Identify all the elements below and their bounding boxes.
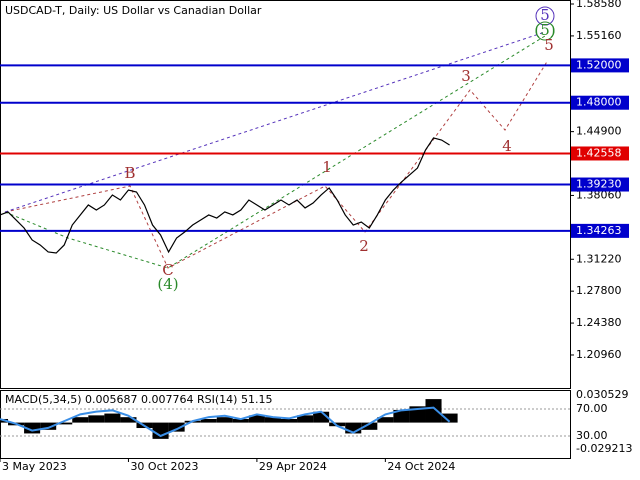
y-tick-label: 1.55160 <box>576 29 622 42</box>
macd-bar <box>56 422 73 425</box>
wave-lines <box>4 31 549 269</box>
y-tick-label: 1.31220 <box>576 252 622 265</box>
macd-bar <box>409 406 426 423</box>
level-box <box>571 146 629 161</box>
level-label: 1.39230 <box>576 178 622 191</box>
y-tick-label: 1.20960 <box>576 348 622 361</box>
wave-path <box>4 59 549 269</box>
wave-label: (5) <box>534 21 555 39</box>
y-tick-label: 1.24380 <box>576 316 622 329</box>
macd-bar <box>120 417 137 423</box>
macd-bar <box>264 417 281 423</box>
wave-path-purple <box>4 31 546 213</box>
y-tick-label: 1.38060 <box>576 188 622 201</box>
wave-label: B <box>124 164 135 182</box>
level-label: 1.42558 <box>576 146 622 159</box>
level-box <box>571 95 629 110</box>
macd-bar <box>24 422 41 434</box>
macd-bar <box>297 415 314 423</box>
macd-bar <box>216 417 233 423</box>
chart-title: USDCAD-T, Daily: US Dollar vs Canadian D… <box>5 4 262 17</box>
macd-bar <box>313 411 330 423</box>
macd-bar <box>88 415 105 423</box>
wave-label: 5 <box>540 6 550 24</box>
level-box <box>571 58 629 73</box>
level-box <box>571 223 629 238</box>
macd-bar <box>200 418 217 423</box>
wave-label: 4 <box>502 137 512 155</box>
wave-label: (4) <box>157 275 178 293</box>
wave-label: 2 <box>359 237 369 255</box>
wave-path-green <box>4 35 546 269</box>
rsi-line <box>0 406 451 438</box>
wave-label: C <box>162 261 173 279</box>
x-tick-label: 29 Apr 2024 <box>259 460 327 473</box>
level-label: 1.52000 <box>576 58 622 71</box>
y-tick-label: 70.00 <box>576 402 608 415</box>
main-frame <box>0 0 571 389</box>
macd-bar <box>377 417 394 423</box>
indicator-title: MACD(5,34,5) 0.005687 0.007764 RSI(14) 5… <box>5 393 272 406</box>
price-line <box>0 137 450 254</box>
level-label: 1.34263 <box>576 224 622 237</box>
macd-bar <box>248 415 265 423</box>
wave-label: 3 <box>461 67 471 85</box>
y-tick-label: 30.00 <box>576 429 608 442</box>
x-tick-label: 30 Oct 2023 <box>130 460 198 473</box>
macd-bar <box>280 418 298 423</box>
macd-bar <box>441 413 458 423</box>
y2-tick-label: 0.030529 <box>576 388 629 401</box>
macd-bar <box>425 399 442 423</box>
y-tick-label: 1.27800 <box>576 284 622 297</box>
macd-bar <box>104 413 121 423</box>
macd-bar <box>345 422 362 434</box>
indicator-frame <box>0 390 571 459</box>
y-tick-label: 1.58580 <box>576 0 622 10</box>
macd-bar <box>393 409 410 423</box>
level-label: 1.48000 <box>576 96 622 109</box>
macd-bar <box>361 422 378 430</box>
wave-label: 1 <box>322 158 332 176</box>
level-box <box>571 177 629 192</box>
macd-bar <box>168 422 185 432</box>
x-tick-label: 3 May 2023 <box>2 460 67 473</box>
wave-circle <box>535 21 555 41</box>
x-tick-label: 24 Oct 2024 <box>387 460 455 473</box>
macd-bar <box>72 417 89 423</box>
macd-bar <box>40 422 57 430</box>
y-tick-label: 1.44900 <box>576 125 622 138</box>
wave-circle <box>535 6 555 26</box>
macd-bar <box>232 418 249 423</box>
y2-tick-label: -0.029213 <box>576 442 632 455</box>
macd-bar <box>329 422 346 427</box>
wave-label: 5 <box>544 36 554 54</box>
